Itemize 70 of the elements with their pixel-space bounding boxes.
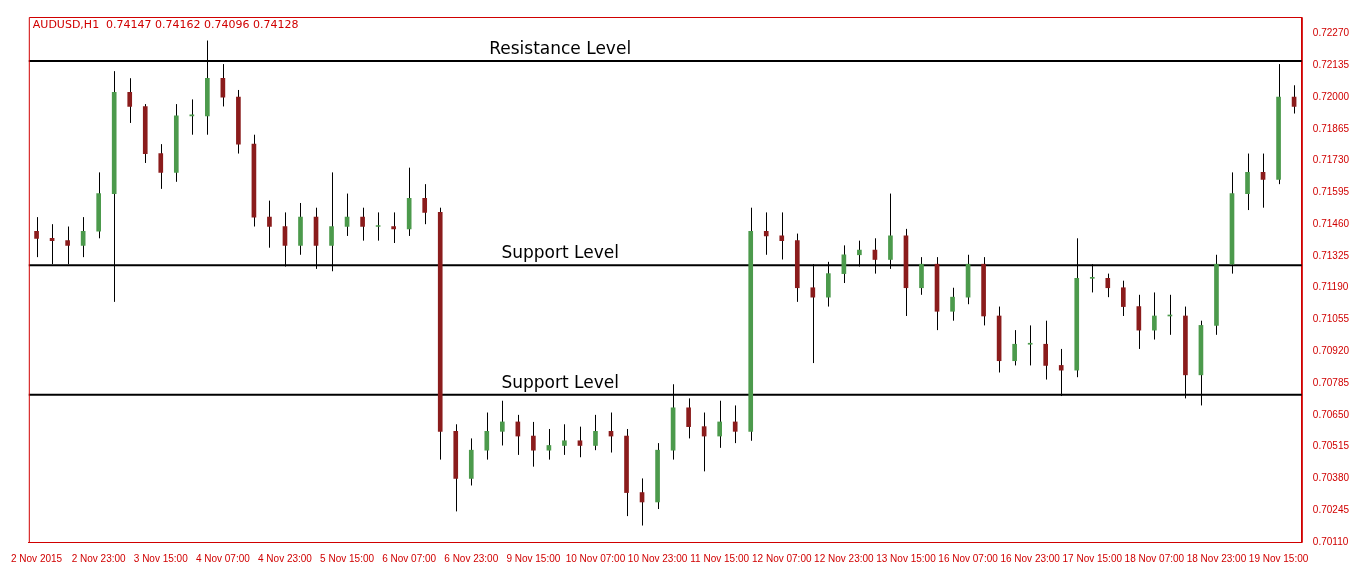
candlestick (1245, 153, 1250, 211)
y-tick-label: 0.70650 (1312, 408, 1350, 420)
x-tick-label: 4 Nov 07:00 (195, 552, 251, 564)
y-tick-label: 0.70785 (1312, 376, 1350, 388)
y-tick-label: 0.71730 (1312, 154, 1350, 166)
x-tick-label: 6 Nov 07:00 (382, 552, 437, 564)
ref-line-label: Resistance Level (489, 37, 632, 58)
y-tick-label: 0.72000 (1312, 90, 1350, 102)
x-tick-label: 9 Nov 15:00 (506, 552, 561, 564)
y-tick-label: 0.71460 (1312, 217, 1350, 229)
x-tick-label: 18 Nov 07:00 (1124, 552, 1185, 564)
candlestick (546, 428, 552, 461)
candlestick (484, 412, 490, 461)
chart-title: AUDUSD,H1 0.74147 0.74162 0.74096 0.74128 (32, 18, 299, 32)
x-tick-label: 11 Nov 15:00 (690, 552, 750, 564)
candlestick (531, 421, 536, 468)
x-tick-label: 13 Nov 15:00 (876, 552, 937, 564)
candlestick (1152, 291, 1157, 341)
ref-line-label: Support Level (501, 371, 619, 392)
candlestick (360, 207, 365, 242)
x-tick-label: 17 Nov 15:00 (1062, 552, 1123, 564)
candlestick (686, 397, 691, 439)
candlestick (267, 200, 272, 249)
x-tick-label: 12 Nov 07:00 (752, 552, 812, 564)
candlestick (732, 404, 738, 444)
x-tick-label: 6 Nov 23:00 (444, 552, 499, 564)
x-tick-label: 3 Nov 15:00 (133, 552, 189, 564)
x-tick-label: 16 Nov 23:00 (1000, 552, 1061, 564)
candlestick (1012, 329, 1017, 366)
y-tick-label: 0.71055 (1312, 313, 1350, 325)
x-tick-label: 18 Nov 23:00 (1186, 552, 1247, 564)
candlestick (375, 211, 381, 242)
y-tick-label: 0.72135 (1312, 59, 1350, 71)
candlestick (1043, 320, 1049, 381)
x-tick-label: 2 Nov 2015 (11, 552, 63, 564)
y-tick-label: 0.71190 (1312, 281, 1349, 293)
candlestick (593, 414, 598, 451)
y-tick-label: 0.70920 (1312, 345, 1350, 357)
candlestick (950, 287, 955, 322)
x-tick-label: 12 Nov 23:00 (814, 552, 875, 564)
candlestick (391, 211, 396, 244)
x-tick-label: 19 Nov 15:00 (1248, 552, 1309, 564)
candlestick (562, 423, 567, 456)
candlestick (1105, 273, 1111, 298)
x-tick-label: 16 Nov 07:00 (938, 552, 999, 564)
ref-line-label: Support Level (501, 242, 619, 263)
x-tick-label: 10 Nov 23:00 (627, 552, 688, 564)
y-tick-label: 0.72270 (1312, 27, 1350, 39)
candlestick (34, 216, 39, 258)
x-tick-label: 2 Nov 23:00 (71, 552, 127, 564)
candlestick (127, 77, 133, 124)
y-tick-label: 0.70515 (1312, 440, 1350, 452)
candlestick (1120, 280, 1126, 317)
candlestick (763, 211, 769, 256)
x-tick-label: 10 Nov 07:00 (565, 552, 626, 564)
x-tick-label: 4 Nov 23:00 (258, 552, 313, 564)
y-tick-label: 0.71865 (1312, 122, 1350, 134)
candlestick (499, 400, 505, 446)
y-tick-label: 0.70245 (1312, 503, 1350, 515)
candlestick (158, 143, 164, 190)
y-tick-label: 0.71325 (1312, 249, 1350, 261)
candlestick (717, 400, 722, 449)
y-tick-label: 0.71595 (1312, 186, 1350, 198)
y-tick-label: 0.70380 (1312, 472, 1350, 484)
candlestick (577, 426, 583, 458)
x-tick-label: 5 Nov 15:00 (320, 552, 375, 564)
candlestick (422, 183, 428, 225)
y-tick-label: 0.70110 (1312, 535, 1349, 547)
candlestick (779, 211, 785, 260)
candlestick (1027, 324, 1033, 366)
